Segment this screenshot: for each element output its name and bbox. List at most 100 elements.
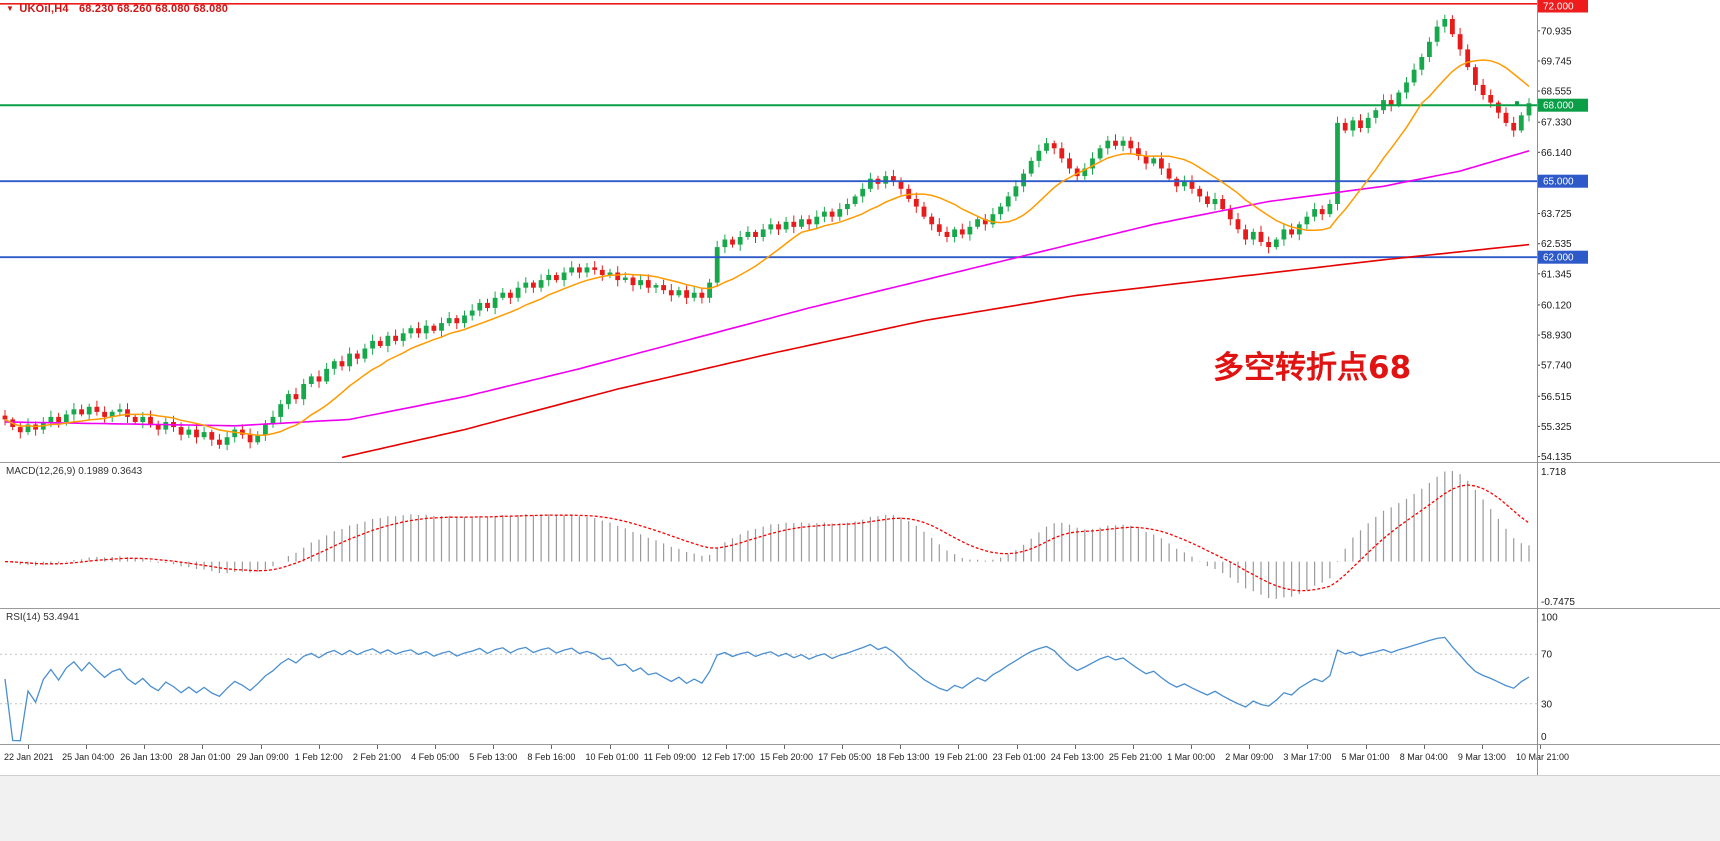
svg-text:1.718: 1.718 — [1541, 467, 1566, 478]
time-tick — [1540, 745, 1541, 749]
svg-text:72.000: 72.000 — [1543, 2, 1574, 13]
time-tick — [900, 745, 902, 749]
macd-indicator-label: MACD(12,26,9) 0.1989 0.3643 — [6, 466, 143, 477]
price-level-badge — [1538, 0, 1588, 13]
svg-text:54.135: 54.135 — [1541, 452, 1572, 462]
time-tick — [725, 745, 727, 749]
time-tick-label: 10 Mar 21:00 — [1516, 752, 1570, 762]
time-tick — [609, 745, 611, 749]
time-tick-label: 10 Feb 01:00 — [585, 752, 639, 762]
svg-text:30: 30 — [1541, 699, 1553, 710]
time-tick — [784, 745, 785, 749]
time-tick-label: 5 Mar 01:00 — [1341, 752, 1390, 762]
time-tick-label: 5 Feb 13:00 — [469, 752, 518, 762]
time-tick — [318, 745, 320, 749]
ohlc-readout: 68.230 68.260 68.080 68.080 — [78, 3, 229, 15]
svg-text:62.000: 62.000 — [1543, 253, 1574, 264]
svg-text:63.725: 63.725 — [1541, 209, 1572, 220]
time-tick — [667, 745, 669, 749]
panel-splitter-macd[interactable] — [0, 462, 1720, 463]
rsi-line — [4, 636, 1530, 742]
symbol-name: UKOil,H4 — [19, 3, 69, 15]
time-tick — [1191, 745, 1193, 749]
svg-text:-0.7475: -0.7475 — [1541, 597, 1575, 608]
time-tick-label: 24 Feb 13:00 — [1050, 752, 1104, 762]
time-tick-label: 3 Mar 17:00 — [1283, 752, 1332, 762]
time-tick — [1423, 745, 1425, 749]
time-tick — [86, 745, 88, 749]
svg-text:0: 0 — [1541, 732, 1547, 743]
svg-text:70: 70 — [1541, 650, 1553, 661]
time-tick — [551, 745, 553, 749]
price-axis[interactable]: 70.935 69.745 68.555 67.330 66.140 63.725 62.5… — [1537, 0, 1588, 462]
time-tick — [842, 745, 844, 749]
price-axis-separator — [1537, 0, 1538, 775]
time-tick-label: 1 Mar 00:00 — [1167, 752, 1216, 762]
time-tick — [435, 745, 437, 749]
chart-symbol-title: ▼ UKOil,H4 68.230 68.260 68.080 68.080 — [6, 3, 228, 15]
symbol-marker-icon: ▼ — [6, 4, 15, 13]
price-level-badge — [1538, 250, 1588, 264]
svg-text:57.740: 57.740 — [1541, 361, 1572, 372]
svg-text:61.345: 61.345 — [1541, 269, 1572, 280]
time-tick-label: 9 Mar 13:00 — [1457, 752, 1506, 762]
price-level-badge — [1538, 98, 1588, 112]
time-tick-label: 2 Feb 21:00 — [352, 752, 401, 762]
macd-panel[interactable]: 1.718 -0.7475 — [0, 463, 1720, 608]
svg-text:100: 100 — [1541, 613, 1558, 624]
time-tick-label: 15 Feb 20:00 — [760, 752, 814, 762]
ma-mid-line — [4, 150, 1530, 427]
panel-splitter-rsi[interactable] — [0, 608, 1720, 609]
ma-fast-line — [4, 59, 1530, 437]
time-tick-label: 8 Mar 04:00 — [1399, 752, 1448, 762]
svg-text:68.555: 68.555 — [1541, 87, 1572, 98]
time-tick — [1365, 745, 1367, 749]
time-tick — [144, 745, 146, 749]
svg-text:67.330: 67.330 — [1541, 118, 1572, 129]
svg-text:55.325: 55.325 — [1541, 422, 1572, 433]
time-tick-label: 8 Feb 16:00 — [527, 752, 576, 762]
svg-text:56.515: 56.515 — [1541, 392, 1572, 403]
time-tick — [958, 745, 960, 749]
time-tick-label: 22 Jan 2021 — [4, 752, 54, 762]
ma-slow-line — [341, 243, 1530, 459]
time-tick — [493, 745, 495, 749]
time-tick-label: 28 Jan 01:00 — [178, 752, 231, 762]
svg-text:58.930: 58.930 — [1541, 331, 1572, 342]
rsi-panel[interactable]: 100 70 30 0 — [0, 609, 1720, 744]
time-tick — [1249, 745, 1251, 749]
macd-signal-line — [4, 484, 1530, 592]
price-level-badge — [1538, 174, 1588, 188]
time-tick-label: 25 Jan 04:00 — [62, 752, 115, 762]
time-tick — [1074, 745, 1076, 749]
last-price-marker — [1515, 101, 1519, 106]
macd-histogram — [12, 471, 1530, 599]
price-chart-panel[interactable]: 70.935 69.745 68.555 67.330 66.140 63.725 62.5… — [0, 0, 1720, 462]
svg-text:66.140: 66.140 — [1541, 148, 1572, 159]
time-tick-label: 26 Jan 13:00 — [120, 752, 173, 762]
time-tick — [260, 745, 262, 749]
time-tick — [1481, 745, 1483, 749]
time-tick-label: 18 Feb 13:00 — [876, 752, 930, 762]
time-tick-label: 2 Mar 09:00 — [1225, 752, 1274, 762]
time-tick-label: 23 Feb 01:00 — [992, 752, 1046, 762]
time-tick — [1132, 745, 1134, 749]
time-tick — [28, 745, 29, 749]
svg-text:70.935: 70.935 — [1541, 26, 1572, 37]
time-tick-label: 1 Feb 12:00 — [294, 752, 343, 762]
time-tick — [376, 745, 378, 749]
time-tick-label: 17 Feb 05:00 — [818, 752, 872, 762]
time-tick-label: 19 Feb 21:00 — [934, 752, 988, 762]
svg-text:65.000: 65.000 — [1543, 177, 1574, 188]
time-tick — [1016, 745, 1018, 749]
time-tick-label: 29 Jan 09:00 — [236, 752, 289, 762]
svg-text:62.535: 62.535 — [1541, 239, 1572, 250]
time-tick — [202, 745, 204, 749]
time-tick-label: 12 Feb 17:00 — [701, 752, 755, 762]
time-axis[interactable]: 22 Jan 2021 25 Jan 04:00 26 Jan 13:00 28 Ja… — [0, 745, 1720, 775]
chart-annotation: 多空转折点68 — [1213, 350, 1412, 386]
time-tick-label: 4 Feb 05:00 — [411, 752, 460, 762]
panel-splitter-axis — [0, 744, 1720, 745]
svg-text:69.745: 69.745 — [1541, 56, 1572, 67]
